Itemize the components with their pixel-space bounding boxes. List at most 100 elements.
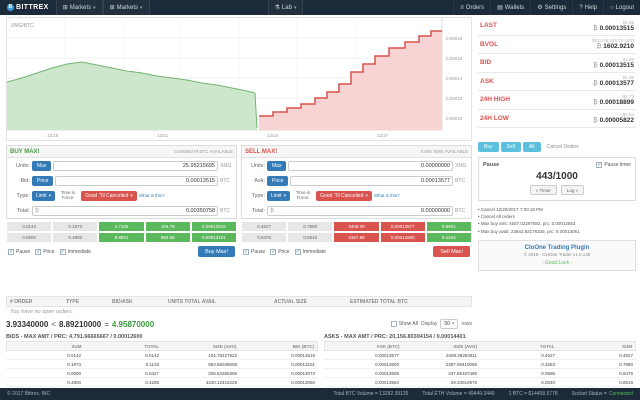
quick-grid-cell[interactable]: 0.8476: [241, 232, 288, 243]
whats-this-link[interactable]: What is this?: [138, 193, 165, 198]
price-currency-label: BTC: [455, 177, 465, 184]
orders-list-icon: ≡: [460, 4, 464, 11]
quick-grid-cell[interactable]: 0.00013101: [190, 232, 238, 243]
sell-option-checkbox[interactable]: ✓ Pause: [243, 248, 266, 255]
orderbook-row[interactable]: 0.0600 0.0427 326.63265306 0.00013073: [6, 369, 318, 378]
pause-timer-checkbox[interactable]: ✓ Pause timer: [596, 162, 631, 168]
buy-order-type-select[interactable]: Limit ▾: [32, 190, 56, 201]
orderbook-cell: 326.63265306: [208, 370, 237, 376]
ticker-row: ASK $1.96 ₿ 0.00013577: [478, 73, 636, 91]
quick-all-button[interactable]: All: [522, 142, 541, 152]
quick-grid-cell[interactable]: 8.8921: [98, 232, 145, 243]
quick-grid-cell[interactable]: 0.7880: [287, 221, 334, 232]
sell-total-input[interactable]: ₿ 0.00000000: [267, 205, 453, 216]
buy-price-button[interactable]: Price: [32, 175, 54, 186]
sell-units-input[interactable]: 0.00000000: [288, 160, 453, 171]
ticker-btc-value: ₿ 0.00013577: [593, 80, 634, 88]
orderbook-cell: 0.0427: [145, 370, 159, 376]
buy-option-checkbox[interactable]: ✓ Immediate: [59, 248, 91, 255]
wallet-icon: ▤: [497, 5, 503, 11]
orderbook-cell: 104.78227522: [208, 352, 237, 358]
orderbook-row[interactable]: 0.0142 0.0142 104.78227522 0.00013515: [6, 351, 318, 360]
show-all-checkbox[interactable]: Show All: [390, 321, 418, 327]
total-eth-volume: Total ETH Volume = 49449.3449: [422, 391, 495, 397]
markets-menu-button[interactable]: ⊞ Markets ▾: [55, 0, 103, 15]
quick-grid-cell[interactable]: 9.1244: [425, 232, 473, 243]
quick-grid-cell[interactable]: 0.0142: [6, 221, 53, 232]
markets-menu-button-2[interactable]: ⊞ Markets ▾: [102, 0, 150, 15]
orderbook-row[interactable]: 0.1973 0.1133 863.66049508 0.00013101: [6, 360, 318, 369]
quick-grid-cell[interactable]: 0.1973: [52, 221, 99, 232]
price-chart[interactable]: XMG/BTC 0.00018 0.00016 0.00014 0.00012 …: [6, 17, 472, 141]
quick-grid-cell[interactable]: 0.00013515: [190, 221, 238, 232]
buy-time-in-force-select[interactable]: Good 'Til Cancelled ▾: [81, 190, 137, 201]
quick-sell-button[interactable]: Sell: [500, 142, 521, 152]
settings-nav-button[interactable]: ⚙ Settings: [530, 0, 572, 15]
ticker-label: LAST: [480, 22, 497, 30]
sell-option-checkbox[interactable]: ✓ Immediate: [294, 248, 326, 255]
buy-units-input[interactable]: 25.95215695: [53, 160, 218, 171]
quick-grid-cell[interactable]: 8.8921: [425, 221, 473, 232]
quick-action-buttons: Buy Sell All Cancel Orders: [478, 142, 636, 152]
quick-grid-cell[interactable]: 863.66: [144, 232, 191, 243]
orderbook-row[interactable]: 0.4800 0.4205 3220.12416229 0.00013060: [6, 378, 318, 387]
ticker-usd-value: $1.96: [622, 75, 634, 81]
quick-grid-cell[interactable]: 0.8516: [287, 232, 334, 243]
quick-grid-cell[interactable]: 4.7106: [98, 221, 145, 232]
sell-max-submit-button[interactable]: Sell Max!: [433, 246, 470, 257]
quick-grid-cell[interactable]: 0.4627: [241, 221, 288, 232]
sell-price-input[interactable]: 0.00013577: [290, 175, 453, 186]
help-nav-button[interactable]: ? Help: [572, 0, 603, 15]
sell-price-row: Ask: Price 0.00013577 BTC: [242, 173, 471, 188]
sell-order-type-select[interactable]: Limit ▾: [267, 190, 291, 201]
quick-grid-cell[interactable]: 0.0600: [6, 232, 53, 243]
logout-nav-label: Logout: [615, 4, 634, 11]
log-entry: • Cancel All orders: [478, 214, 515, 220]
lab-menu-button[interactable]: ⚗ Lab ▾: [267, 0, 304, 15]
quick-grid-cell[interactable]: 0.00013600: [379, 232, 426, 243]
btc-symbol-icon: ₿: [270, 207, 275, 214]
orderbook-row[interactable]: 0.00013684 29.40010976 0.0040 0.8516: [324, 378, 636, 387]
sell-type-row: Type: Limit ▾ Time in Force: Good 'Til C…: [242, 188, 471, 203]
bids-orderbook: BIDS - MAX AMT / PRC: 4,791.66665667 / 0…: [6, 334, 318, 388]
orderbook-row[interactable]: 0.00013600 2387.89410086 0.3253 0.7880: [324, 360, 636, 369]
buy-max-button[interactable]: Max: [32, 160, 52, 171]
buy-option-checkbox[interactable]: ✓ Pause: [8, 248, 31, 255]
bittrex-logo-icon: B: [7, 4, 14, 11]
cancel-orders-link[interactable]: Cancel Orders: [546, 144, 579, 150]
buy-price-input[interactable]: 0.00013515: [55, 175, 218, 186]
orderbook-cell: 0.0142: [145, 352, 159, 358]
column-header: ASK (BTC): [376, 343, 400, 349]
quick-grid-cell[interactable]: 104.78: [144, 221, 191, 232]
orders-nav-button[interactable]: ≡ Orders: [453, 0, 490, 15]
quick-grid-cell[interactable]: 0.4800: [52, 232, 99, 243]
buy-total-input[interactable]: ₿ 0.00350758: [32, 205, 218, 216]
quick-grid-cell[interactable]: 2387.89: [333, 232, 380, 243]
bittrex-logo[interactable]: B BITTREX: [0, 0, 56, 15]
asks-title: ASKS - MAX AMT / PRC: 20,156.80304154 / …: [324, 334, 466, 340]
buy-option-checkbox[interactable]: ✓ Price: [35, 248, 55, 255]
sell-option-checkbox[interactable]: ✓ Price: [270, 248, 290, 255]
quick-grid-cell[interactable]: 3408.39: [333, 221, 380, 232]
column-header: UNITS TOTAL AVAIL: [168, 298, 216, 305]
logout-nav-button[interactable]: ○ Logout: [603, 0, 640, 15]
timer-button[interactable]: « Timer: [529, 185, 557, 195]
chevron-down-icon: ▾: [130, 192, 133, 199]
svg-text:12/21: 12/21: [157, 133, 169, 138]
wallets-nav-button[interactable]: ▤ Wallets: [490, 0, 530, 15]
log-button[interactable]: Log »: [560, 185, 585, 195]
sell-time-in-force-select[interactable]: Good 'Til Cancelled ▾: [316, 190, 372, 201]
orderbook-cell: 0.1133: [145, 361, 159, 367]
orderbook-row[interactable]: 0.00013605 437.89157495 0.0596 0.8476: [324, 369, 636, 378]
sell-price-button[interactable]: Price: [267, 175, 289, 186]
quick-grid-cell[interactable]: 0.00013577: [379, 221, 426, 232]
quick-buy-button[interactable]: Buy: [478, 142, 499, 152]
pause-timer-box: Pause ✓ Pause timer 443/1000 « Timer Log…: [478, 157, 636, 201]
sell-max-button[interactable]: Max: [267, 160, 287, 171]
orderbook-row[interactable]: 0.00013577 3408.39283811 0.4627 0.4627: [324, 351, 636, 360]
summary-equals: =: [104, 319, 109, 329]
rows-count-select[interactable]: 50 ▾: [440, 319, 459, 329]
whats-this-link[interactable]: What is this?: [373, 193, 400, 198]
buy-max-submit-button[interactable]: Buy Max!: [198, 246, 235, 257]
total-currency-label: BTC: [455, 207, 465, 214]
